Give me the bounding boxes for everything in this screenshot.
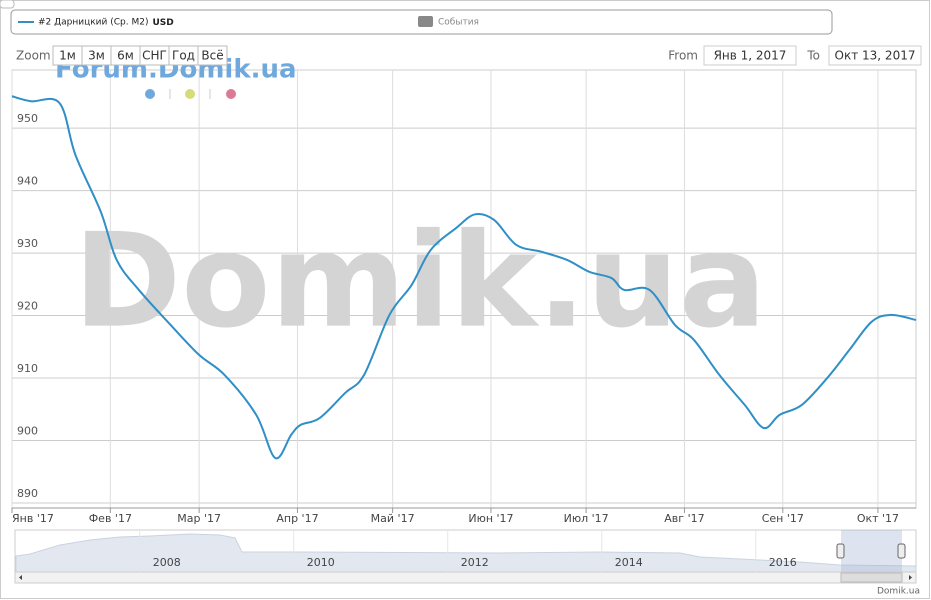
legend-events-swatch [418, 16, 433, 27]
corner-tab [0, 0, 15, 9]
range-button-label[interactable]: 1м [59, 49, 76, 63]
from-input[interactable] [703, 45, 797, 66]
range-button-label[interactable]: 3м [88, 49, 105, 63]
x-tick-label: Авг '17 [664, 512, 704, 525]
line-series [11, 95, 917, 460]
range-button-label[interactable]: 6м [117, 49, 134, 63]
y-tick-label: 920 [17, 300, 38, 313]
x-tick-label: Янв '17 [12, 512, 54, 525]
dot [145, 89, 155, 99]
x-tick-label: Апр '17 [276, 512, 318, 525]
range-button-label[interactable]: СНГ [142, 49, 167, 63]
zoom-label: Zoom [16, 49, 51, 63]
to-value[interactable]: Окт 13, 2017 [835, 49, 916, 63]
navigator-label: 2012 [461, 556, 489, 569]
to-label: To [806, 49, 820, 63]
x-tick-label: Фев '17 [89, 512, 132, 525]
x-tick-label: Окт '17 [857, 512, 899, 525]
navigator-handle[interactable] [836, 543, 845, 559]
navigator-label: 2016 [769, 556, 797, 569]
y-tick-label: 900 [17, 425, 38, 438]
x-tick-label: Май '17 [371, 512, 415, 525]
x-tick-label: Сен '17 [762, 512, 804, 525]
x-tick-label: Июн '17 [468, 512, 513, 525]
navigator-label: 2008 [153, 556, 181, 569]
navigator-label: 2010 [307, 556, 335, 569]
range-button-label[interactable]: Год [172, 49, 195, 63]
navigator-label: 2014 [615, 556, 643, 569]
navigator-selection[interactable] [841, 530, 902, 572]
credit[interactable]: Domik.ua [877, 587, 920, 597]
y-tick-label: 950 [17, 112, 38, 125]
dot [185, 89, 195, 99]
y-tick-label: 940 [17, 175, 38, 188]
scrollbar-thumb[interactable] [840, 572, 903, 583]
x-tick-label: Мар '17 [177, 512, 221, 525]
watermark: Domik.ua [73, 205, 766, 357]
from-value[interactable]: Янв 1, 2017 [714, 49, 787, 63]
navigator-handle[interactable] [897, 543, 906, 559]
y-tick-label: 890 [17, 487, 38, 500]
scrollbar[interactable] [14, 571, 917, 584]
dot [226, 89, 236, 99]
navigator-series [15, 533, 917, 573]
y-tick-label: 910 [17, 362, 38, 375]
legend-events[interactable]: События [438, 18, 479, 28]
range-button[interactable] [197, 45, 228, 66]
x-tick-label: Июл '17 [564, 512, 609, 525]
y-tick-label: 930 [17, 237, 38, 250]
legend-unit: USD [152, 18, 173, 28]
to-input[interactable] [828, 45, 922, 66]
legend-series[interactable]: #2 Дарницкий (Ср. М2) USD [38, 18, 174, 28]
from-label: From [668, 49, 698, 63]
range-button-label[interactable]: Всё [201, 49, 223, 63]
